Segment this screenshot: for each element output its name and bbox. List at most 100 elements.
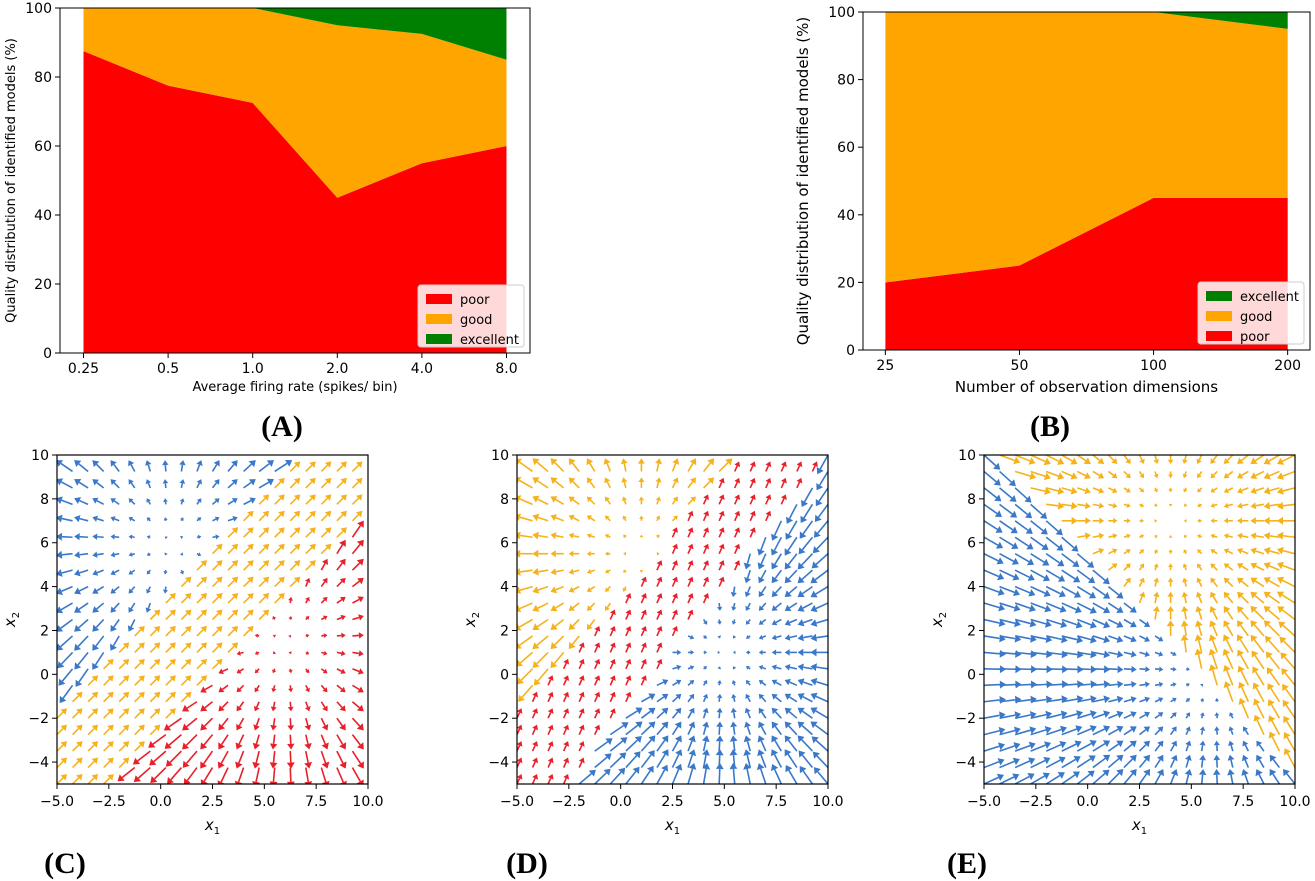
vector-shaft bbox=[1282, 503, 1295, 507]
vector-shaft bbox=[1170, 683, 1174, 687]
vector-arrowhead bbox=[563, 708, 570, 714]
vector-arrowhead bbox=[639, 570, 644, 573]
vector-shaft bbox=[130, 464, 136, 472]
vector-arrowhead bbox=[1277, 487, 1284, 495]
vector-arrowhead bbox=[641, 576, 647, 583]
vector-arrowhead bbox=[1185, 698, 1190, 702]
vector-shaft bbox=[180, 662, 189, 670]
vector-shaft bbox=[732, 755, 736, 768]
vector-shaft bbox=[1046, 683, 1063, 687]
vector-arrowhead bbox=[1277, 457, 1285, 465]
vector-shaft bbox=[1045, 585, 1061, 595]
vector-arrowhead bbox=[1237, 532, 1243, 540]
vector-arrowhead bbox=[620, 439, 628, 446]
vector-shaft bbox=[1108, 698, 1118, 703]
vector-shaft bbox=[815, 553, 828, 565]
vector-shaft bbox=[60, 462, 74, 473]
vector-shaft bbox=[227, 500, 235, 506]
vector-shaft bbox=[336, 455, 339, 456]
vector-shaft bbox=[517, 685, 518, 687]
vector-arrowhead bbox=[1125, 487, 1131, 493]
vector-shaft bbox=[1123, 618, 1133, 625]
vector-shaft bbox=[687, 547, 692, 555]
vector-shaft bbox=[1107, 455, 1115, 461]
vector-arrowhead bbox=[996, 773, 1004, 781]
vector-shaft bbox=[57, 711, 64, 719]
vector-arrowhead bbox=[1070, 486, 1078, 495]
vector-arrowhead bbox=[797, 562, 805, 570]
vector-shaft bbox=[1123, 713, 1133, 719]
vector-shaft bbox=[594, 772, 607, 784]
vector-arrowhead bbox=[1116, 754, 1124, 762]
vector-shaft bbox=[1225, 653, 1234, 670]
vector-arrowhead bbox=[340, 650, 346, 657]
vector-shaft bbox=[1200, 774, 1204, 784]
vector-shaft bbox=[211, 612, 220, 621]
y-tick-label: 0 bbox=[846, 343, 855, 359]
vector-shaft bbox=[289, 547, 297, 555]
vector-arrowhead bbox=[169, 642, 176, 649]
vector-arrowhead bbox=[656, 658, 663, 665]
vector-arrowhead bbox=[356, 539, 364, 547]
vector-arrowhead bbox=[340, 614, 346, 621]
vector-arrowhead bbox=[60, 741, 67, 748]
vector-shaft bbox=[1227, 487, 1234, 492]
vector-shaft bbox=[258, 579, 266, 588]
vector-arrowhead bbox=[717, 650, 720, 654]
vector-arrowhead bbox=[605, 587, 610, 592]
vector-shaft bbox=[96, 481, 105, 489]
vector-shaft bbox=[1076, 758, 1092, 769]
vector-shaft bbox=[521, 684, 534, 698]
vector-arrowhead bbox=[547, 724, 554, 731]
vector-arrowhead bbox=[216, 593, 223, 600]
vector-arrowhead bbox=[623, 534, 627, 539]
vector-arrowhead bbox=[1090, 695, 1097, 704]
vector-shaft bbox=[640, 646, 645, 653]
vector-arrowhead bbox=[707, 439, 714, 446]
vector-shaft bbox=[1284, 688, 1295, 703]
vector-arrowhead bbox=[1267, 699, 1275, 707]
vector-arrowhead bbox=[610, 675, 616, 681]
vector-arrowhead bbox=[586, 496, 593, 503]
vector-arrowhead bbox=[356, 558, 364, 566]
vector-shaft bbox=[1268, 455, 1280, 462]
vector-arrowhead bbox=[339, 705, 346, 712]
vector-arrowhead bbox=[1253, 714, 1261, 722]
vector-shaft bbox=[1014, 714, 1031, 719]
vector-arrowhead bbox=[357, 742, 364, 750]
vector-arrowhead bbox=[1076, 710, 1083, 718]
vector-shaft bbox=[96, 602, 105, 610]
vector-arrowhead bbox=[57, 643, 64, 651]
vector-shaft bbox=[625, 662, 630, 670]
vector-arrowhead bbox=[56, 441, 63, 448]
vector-shaft bbox=[517, 603, 518, 604]
vector-shaft bbox=[1198, 581, 1203, 587]
vector-shaft bbox=[273, 668, 276, 671]
vector-shaft bbox=[984, 635, 1000, 640]
vector-shaft bbox=[555, 585, 564, 591]
vector-arrowhead bbox=[162, 460, 169, 466]
vector-arrowhead bbox=[1153, 591, 1160, 598]
vector-shaft bbox=[118, 455, 120, 456]
vector-shaft bbox=[212, 518, 217, 522]
vector-shaft bbox=[688, 455, 689, 456]
vector-arrowhead bbox=[184, 626, 192, 633]
vector-shaft bbox=[351, 734, 361, 746]
vector-shaft bbox=[1268, 655, 1281, 670]
vector-arrowhead bbox=[1129, 726, 1137, 733]
vector-shaft bbox=[320, 563, 326, 571]
vector-arrowhead bbox=[169, 675, 176, 682]
vector-shaft bbox=[590, 535, 596, 539]
vector-arrowhead bbox=[662, 679, 669, 686]
vector-arrowhead bbox=[661, 764, 669, 772]
vector-arrowhead bbox=[1208, 664, 1217, 672]
vector-shaft bbox=[1239, 654, 1250, 670]
vector-arrowhead bbox=[1250, 606, 1258, 614]
vector-shaft bbox=[640, 770, 651, 784]
vector-arrowhead bbox=[57, 661, 65, 669]
vector-shaft bbox=[114, 518, 120, 522]
vector-arrowhead bbox=[278, 560, 285, 567]
vector-shaft bbox=[255, 701, 260, 708]
vector-shaft bbox=[1154, 596, 1158, 604]
vector-shaft bbox=[687, 754, 694, 768]
